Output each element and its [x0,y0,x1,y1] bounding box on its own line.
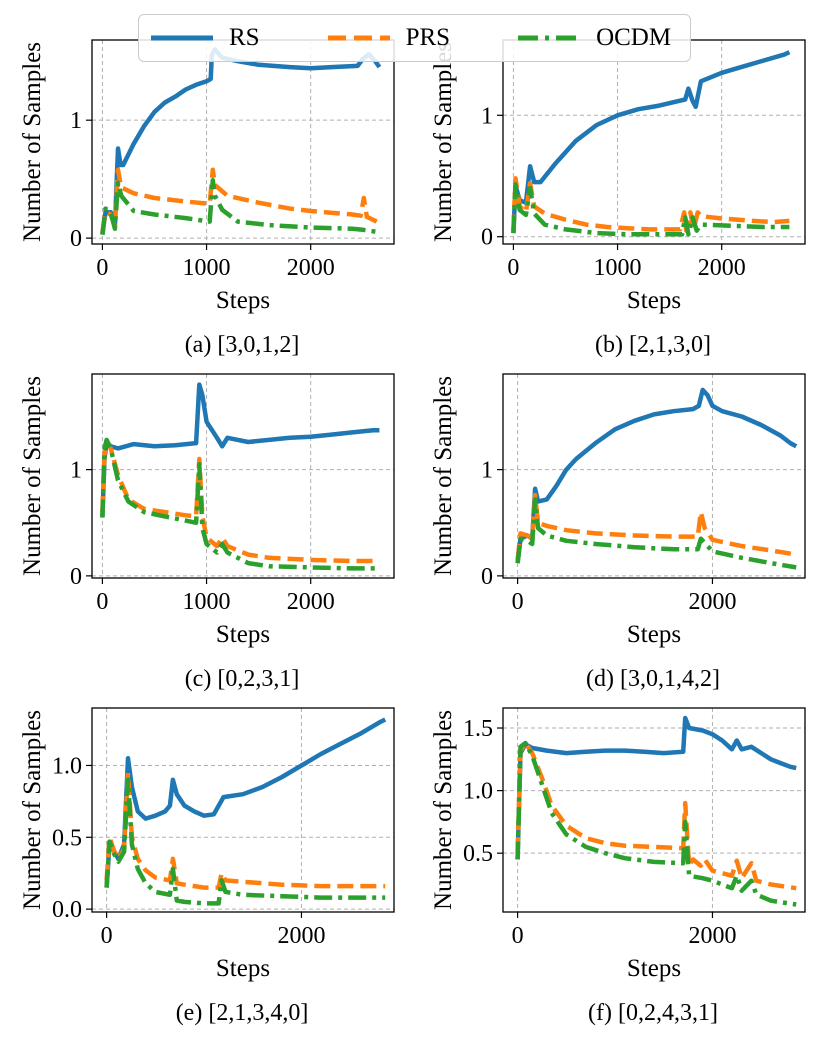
x-axis-label-b: Steps [627,287,681,314]
x-tick-label-c: 0 [96,589,108,615]
chart-panel-d: 0 2000 0 1 Steps Number of Samples [430,373,806,648]
legend: RS PRS OCDM [138,14,691,62]
series-layer-c [100,382,380,571]
legend-swatch-ocdm [518,35,581,41]
series-line-ocdm-f [515,740,797,907]
series-line-ocdm-d [515,497,797,570]
y-tick-label-c: 0 [70,564,82,590]
series-line-rs-d [515,387,798,564]
series-layer-f [515,715,797,907]
legend-item-rs: RS [149,24,260,52]
x-axis-label-d: Steps [627,621,681,648]
x-tick-label-c: 2000 [287,589,335,615]
series-line-prs-d [515,492,797,561]
plot-frame-b [502,39,806,245]
x-tick-label-a: 2000 [287,255,335,281]
chart-panel-a: 0 1000 2000 0 1 Steps Number of Samples [19,39,395,314]
plot-frame-c [91,373,395,579]
y-tick-label-a: 0 [70,226,82,252]
series-line-ocdm-c [100,437,380,571]
y-tick-label-e: 1.0 [52,753,82,779]
legend-label-ocdm: OCDM [596,24,672,51]
x-tick-label-b: 2000 [698,255,746,281]
y-axis-label-d: Number of Samples [430,376,457,576]
series-line-prs-a [100,167,381,233]
caption-d: (d) [3,0,1,4,2] [586,666,720,692]
plot-frame-e [91,707,395,913]
plot-frame-f [502,707,806,913]
series-line-ocdm-e [104,777,386,906]
y-tick-label-c: 1 [70,458,82,484]
caption-b: (b) [2,1,3,0] [595,332,711,358]
x-axis-label-a: Steps [216,287,270,314]
series-line-prs-f [515,740,797,891]
x-tick-label-c: 1000 [183,589,231,615]
y-axis-label-e: Number of Samples [19,710,46,910]
series-line-rs-f [515,715,797,860]
y-axis-label-c: Number of Samples [19,376,46,576]
chart-panel-f: 0 2000 0.5 1.0 1.5 Steps Number of Samples [430,707,806,982]
y-tick-label-d: 1 [481,458,493,484]
x-axis-label-f: Steps [627,955,681,982]
caption-f: (f) [0,2,4,3,1] [588,1000,718,1026]
plot-frame-d [502,373,806,579]
legend-label-prs: PRS [405,24,451,51]
y-tick-label-e: 0.0 [52,897,82,923]
x-tick-label-b: 1000 [594,255,642,281]
series-line-prs-c [100,438,380,564]
y-axis-label-f: Number of Samples [430,710,457,910]
legend-item-ocdm: OCDM [516,24,671,52]
x-tick-label-f: 2000 [688,923,736,949]
series-layer-e [104,717,387,906]
series-line-rs-b [511,50,791,234]
series-line-ocdm-a [100,178,380,235]
series-layer-d [515,387,798,570]
x-tick-label-d: 0 [512,589,524,615]
legend-swatch-rs [151,35,213,41]
y-tick-label-f: 1.0 [463,779,493,805]
x-tick-label-a: 0 [96,255,108,281]
series-line-rs-a [100,47,382,235]
x-tick-label-e: 0 [101,923,113,949]
series-line-prs-b [511,176,790,233]
series-line-ocdm-b [511,182,790,237]
x-tick-label-f: 0 [512,923,524,949]
y-tick-label-e: 0.5 [52,825,82,851]
chart-panel-b: 0 1000 2000 0 1 Steps Number of Samples [430,39,806,314]
y-tick-label-b: 1 [481,103,493,129]
y-tick-label-f: 0.5 [463,841,493,867]
y-tick-label-f: 1.5 [463,716,493,742]
series-line-rs-e [104,717,387,888]
chart-panel-c: 0 1000 2000 0 1 Steps Number of Samples [19,373,395,648]
y-axis-label-b: Number of Samples [430,42,457,242]
x-axis-label-e: Steps [216,955,270,982]
x-tick-label-a: 1000 [183,255,231,281]
y-axis-label-a: Number of Samples [19,42,46,242]
x-tick-label-d: 2000 [688,589,736,615]
caption-c: (c) [0,2,3,1] [184,666,300,692]
series-line-rs-c [100,382,380,518]
y-tick-label-b: 0 [481,225,493,251]
y-tick-label-d: 0 [481,564,493,590]
legend-label-rs: RS [229,24,260,51]
x-axis-label-c: Steps [216,621,270,648]
chart-panel-e: 0 2000 0.0 0.5 1.0 Steps Number of Samples [19,707,395,982]
legend-item-prs: PRS [326,24,450,52]
y-tick-label-a: 1 [70,108,82,134]
x-tick-label-e: 2000 [277,923,325,949]
series-layer-b [511,50,791,237]
series-layer-a [100,47,382,235]
caption-e: (e) [2,1,3,4,0] [175,1000,309,1026]
legend-swatch-prs [327,35,390,41]
x-tick-label-b: 0 [507,255,519,281]
caption-a: (a) [3,0,1,2] [184,332,300,358]
series-line-prs-e [104,770,386,890]
